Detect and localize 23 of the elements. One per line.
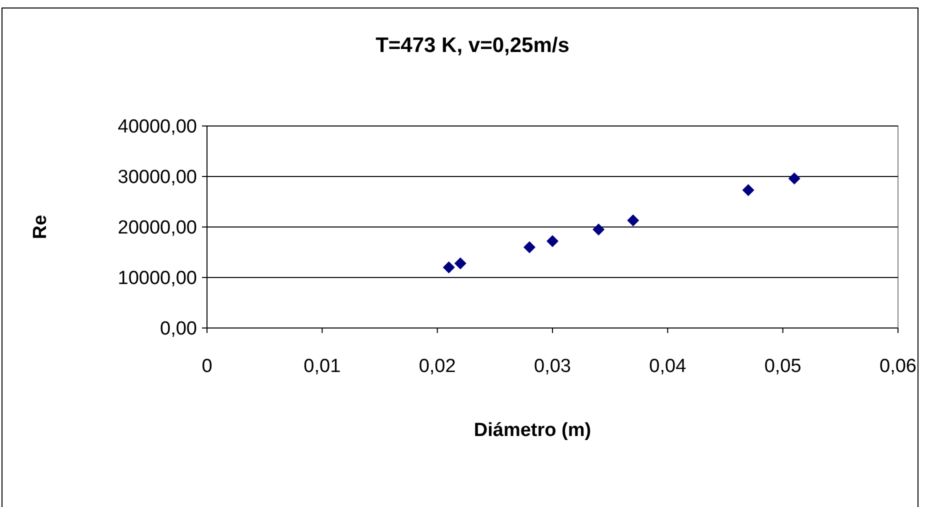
point	[523, 241, 536, 254]
point	[546, 235, 558, 248]
x-tick-label: 0,04	[649, 356, 687, 377]
point	[788, 172, 800, 185]
y-tick-label: 10000,00	[118, 268, 197, 290]
point	[592, 224, 605, 236]
x-tick-label: 0,03	[534, 356, 571, 377]
point	[454, 257, 466, 270]
y-tick-label: 30000,00	[118, 167, 197, 188]
x-tick-label: 0	[202, 356, 212, 377]
y-axis-title: Re	[30, 214, 51, 240]
point	[742, 184, 754, 196]
x-tick-label: 0,02	[418, 356, 456, 377]
point	[442, 261, 455, 274]
y-tick-label: 20000,00	[118, 218, 197, 239]
y-tick-label: 40000,00	[118, 116, 197, 138]
x-axis-title: Diámetro (m)	[474, 420, 592, 441]
x-tick-label: 0,05	[764, 356, 802, 377]
x-tick-label: 0,06	[880, 356, 916, 377]
y-tick-label: 0,00	[160, 318, 197, 340]
x-tick-label: 0,01	[304, 356, 341, 377]
chart-title: T=473 K, v=0,25m/s	[376, 34, 570, 57]
point	[627, 214, 640, 226]
